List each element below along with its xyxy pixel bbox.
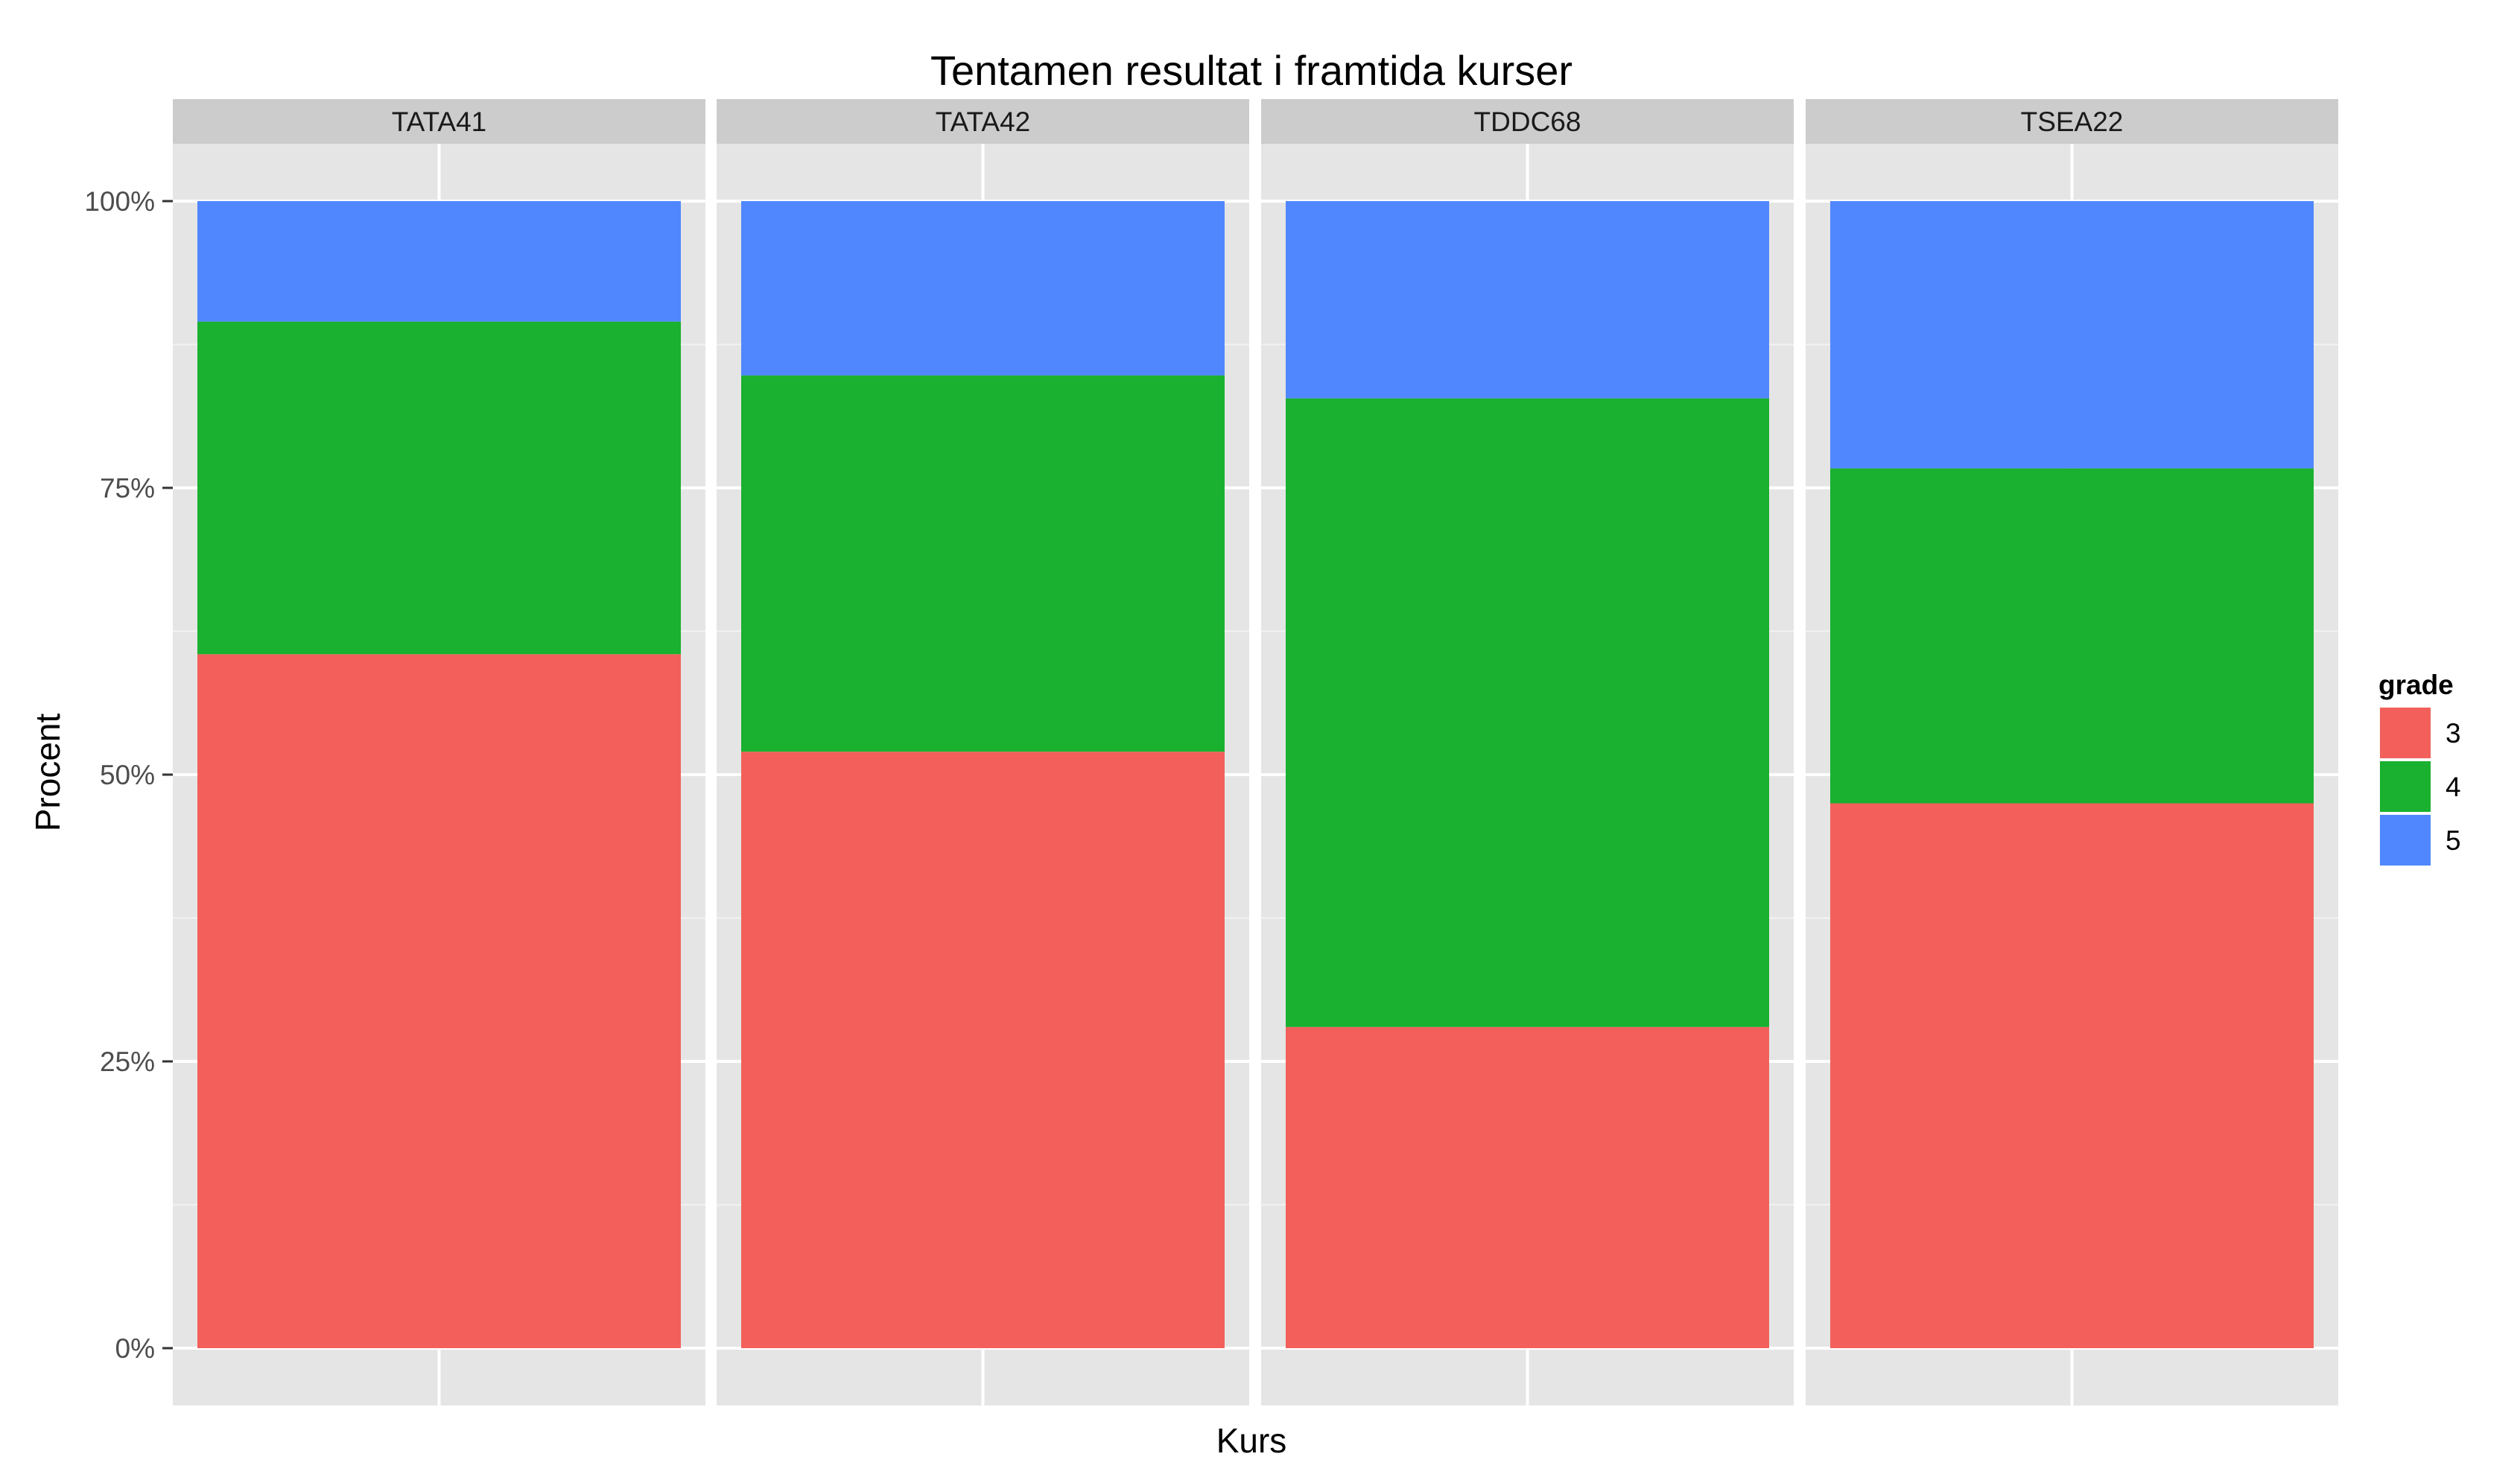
facet-strip-label: TSEA22 (2021, 107, 2124, 137)
legend-label-grade-4: 4 (2446, 772, 2461, 802)
legend-label-grade-3: 3 (2446, 718, 2461, 749)
bar-tata42-grade-5 (741, 201, 1225, 376)
y-axis: 0% 25% 50% 75% 100% (84, 186, 173, 1364)
bar-tddc68-grade-5 (1286, 201, 1769, 398)
facet-panel-tata41: TATA41 (173, 99, 705, 1406)
legend-label-grade-5: 5 (2446, 825, 2461, 856)
chart-title: Tentamen resultat i framtida kurser (930, 47, 1572, 94)
x-axis-title: Kurs (1216, 1421, 1287, 1460)
legend-swatch-grade-4 (2380, 761, 2431, 812)
bar-tsea22-grade-4 (1830, 468, 2314, 804)
facet-panels: TATA41 TATA42 TDDC68 TSEA22 (173, 99, 2338, 1406)
facet-strip-label: TDDC68 (1474, 107, 1581, 137)
facet-panel-tddc68: TDDC68 (1261, 99, 1794, 1406)
y-tick-label: 25% (100, 1047, 155, 1077)
bar-tsea22-grade-3 (1830, 803, 2314, 1348)
facet-panel-tata42: TATA42 (717, 99, 1249, 1406)
facet-strip (717, 99, 1249, 144)
bar-tata42-grade-4 (741, 375, 1225, 752)
legend-swatch-grade-3 (2380, 708, 2431, 758)
legend: grade 3 4 5 (2377, 670, 2461, 868)
facet-strip (1261, 99, 1794, 144)
y-tick-label: 75% (100, 473, 155, 504)
facet-strip (1806, 99, 2338, 144)
facet-strip-label: TATA42 (936, 107, 1030, 137)
y-tick-label: 0% (115, 1333, 155, 1364)
facet-panel-tsea22: TSEA22 (1806, 99, 2338, 1406)
bar-tddc68-grade-3 (1286, 1026, 1769, 1348)
bar-tata41-grade-4 (197, 321, 681, 655)
y-tick-label: 100% (84, 186, 155, 217)
facet-strip-label: TATA41 (392, 107, 486, 137)
legend-swatch-grade-5 (2380, 815, 2431, 866)
y-tick-label: 50% (100, 760, 155, 790)
bar-tsea22-grade-5 (1830, 201, 2314, 469)
facet-strip (173, 99, 705, 144)
bar-tddc68-grade-4 (1286, 398, 1769, 1027)
legend-items: 3 4 5 (2377, 705, 2461, 868)
bar-tata41-grade-5 (197, 201, 681, 322)
bar-tata42-grade-3 (741, 752, 1225, 1348)
legend-title: grade (2378, 670, 2454, 700)
bar-tata41-grade-3 (197, 654, 681, 1348)
y-axis-title: Procent (28, 714, 67, 832)
